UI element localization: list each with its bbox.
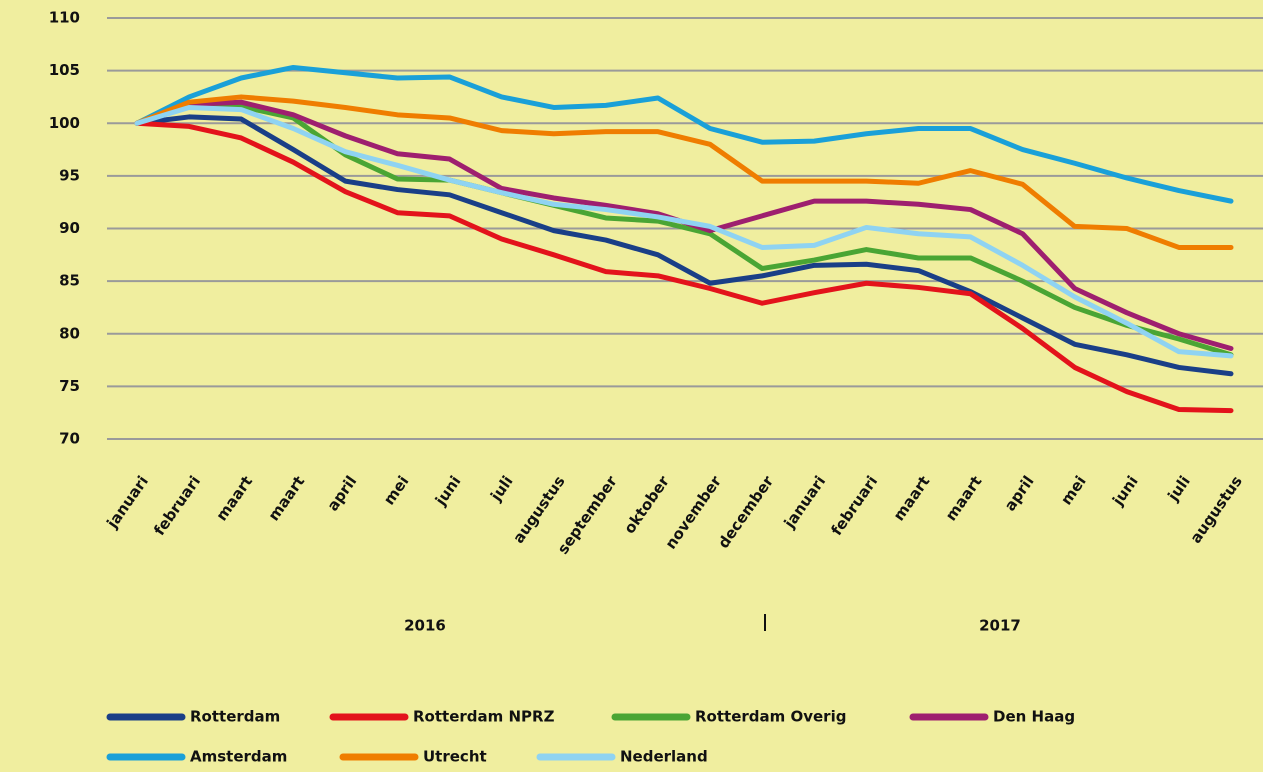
- legend-label: Rotterdam NPRZ: [413, 708, 555, 726]
- y-tick-label: 95: [59, 166, 80, 184]
- legend-label: Utrecht: [423, 748, 487, 766]
- series-line: [134, 64, 1234, 204]
- legend-label: Amsterdam: [190, 748, 287, 766]
- legend-label: Rotterdam Overig: [695, 708, 846, 726]
- legend-label: Den Haag: [993, 708, 1075, 726]
- y-tick-label: 75: [59, 377, 80, 395]
- y-tick-label: 80: [59, 324, 80, 342]
- series-line: [134, 104, 1234, 359]
- year-label: 2017: [979, 617, 1021, 635]
- series-line: [134, 120, 1234, 414]
- legend-label: Rotterdam: [190, 708, 280, 726]
- year-label: 2016: [404, 617, 446, 635]
- y-tick-label: 90: [59, 219, 80, 237]
- series-line: [134, 101, 1234, 358]
- y-tick-label: 110: [49, 9, 80, 27]
- y-tick-label: 100: [49, 114, 80, 132]
- legend-label: Nederland: [620, 748, 708, 766]
- series-line: [134, 114, 1234, 377]
- series-line: [134, 94, 1234, 250]
- y-tick-label: 85: [59, 272, 80, 290]
- y-tick-label: 70: [59, 430, 80, 448]
- y-tick-label: 105: [49, 61, 80, 79]
